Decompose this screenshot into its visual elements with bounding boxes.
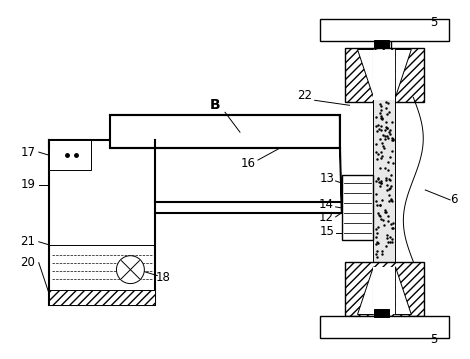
Text: 22: 22	[297, 89, 312, 102]
Text: 16: 16	[241, 157, 256, 169]
Text: 15: 15	[319, 225, 334, 238]
Bar	[49, 140, 91, 170]
Bar	[375, 309, 390, 317]
Circle shape	[117, 256, 144, 284]
Text: 17: 17	[20, 146, 35, 159]
Text: B: B	[210, 98, 220, 112]
Polygon shape	[395, 50, 411, 97]
Bar	[320, 317, 449, 339]
Bar	[49, 140, 155, 304]
Text: 21: 21	[20, 235, 35, 248]
Text: 12: 12	[319, 211, 334, 224]
Bar	[110, 115, 340, 148]
Polygon shape	[395, 267, 411, 314]
Text: 20: 20	[20, 256, 35, 269]
Bar	[374, 97, 395, 262]
Bar	[49, 290, 155, 304]
Bar	[375, 39, 390, 47]
Bar	[345, 47, 424, 102]
Text: 19: 19	[20, 178, 35, 191]
Text: 14: 14	[319, 199, 334, 211]
Polygon shape	[358, 267, 374, 314]
Text: 6: 6	[450, 194, 458, 206]
Text: 13: 13	[319, 172, 334, 185]
Text: 5: 5	[431, 333, 438, 346]
Bar	[374, 267, 395, 314]
Text: 5: 5	[431, 16, 438, 29]
Text: 18: 18	[156, 271, 171, 284]
Bar	[320, 19, 449, 41]
Bar	[342, 175, 374, 240]
Polygon shape	[340, 115, 342, 213]
Bar	[345, 262, 424, 317]
Polygon shape	[358, 50, 374, 97]
Bar	[374, 50, 395, 100]
